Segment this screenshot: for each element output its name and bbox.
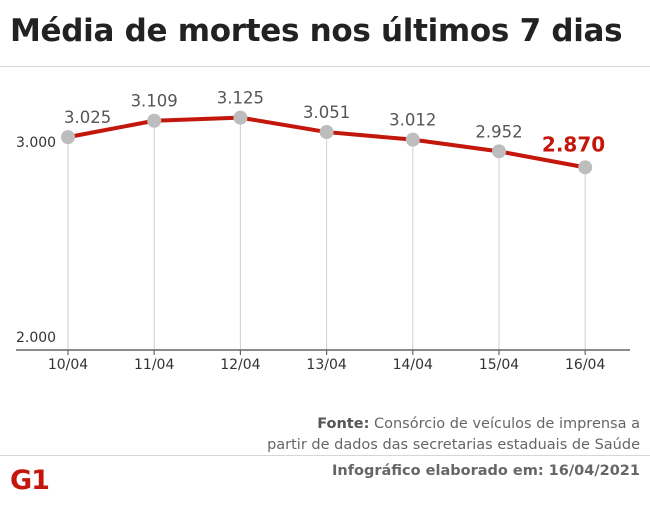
x-tick-label: 10/04 [48, 357, 88, 373]
data-point [405, 132, 420, 147]
data-label: 2.870 [542, 132, 605, 156]
data-point [61, 130, 75, 145]
data-point [319, 125, 334, 140]
chart-title: Média de mortes nos últimos 7 dias [10, 13, 623, 49]
data-point-highlight [578, 160, 593, 175]
data-label: 3.012 [389, 111, 436, 130]
data-point [233, 110, 248, 125]
infographic-date: Infográfico elaborado em: 16/04/2021 [331, 463, 640, 479]
line-chart: 2.000 3.000 10/04 11/04 12/04 13/04 14/04 15/04… [16, 89, 630, 373]
source-note: Fonte: Consórcio de veículos de imprensa… [220, 414, 640, 456]
x-tick-label: 16/04 [565, 357, 605, 373]
x-tick-label: 14/04 [393, 357, 433, 373]
source-text-line-1: Consórcio de veículos de imprensa a [373, 416, 640, 432]
data-point [147, 113, 162, 128]
y-tick-label: 3.000 [16, 135, 56, 151]
x-tick-label: 13/04 [306, 357, 346, 373]
data-label: 2.952 [475, 122, 522, 141]
data-label: 3.125 [217, 89, 264, 108]
svg-text:G1: G1 [10, 465, 49, 493]
x-tick-label: 15/04 [479, 357, 519, 373]
footer-divider [0, 455, 650, 456]
header-divider [0, 66, 650, 67]
data-label: 3.025 [64, 108, 111, 127]
g1-logo: G1 [10, 465, 50, 493]
data-label: 3.051 [303, 103, 350, 122]
x-tick-label: 12/04 [220, 357, 260, 373]
data-point [492, 144, 506, 159]
y-tick-label: 2.000 [16, 330, 56, 346]
x-tick-label: 11/04 [134, 357, 174, 373]
source-text-line-2: partir de dados das secretarias estaduai… [267, 437, 640, 453]
source-label: Fonte: [317, 416, 370, 432]
data-label: 3.109 [131, 92, 178, 111]
